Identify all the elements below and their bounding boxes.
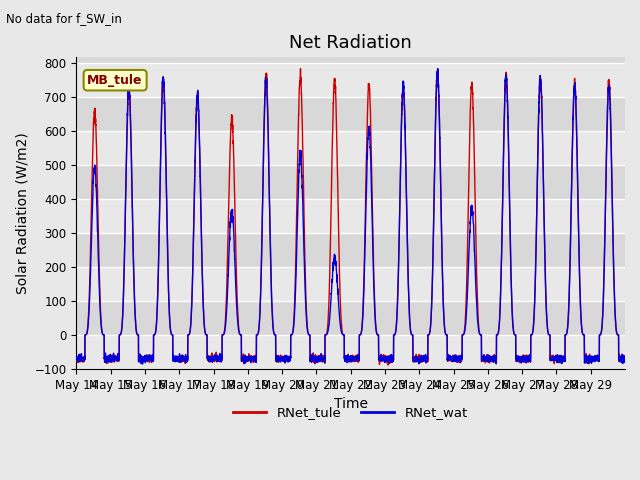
Bar <box>76 267 625 301</box>
Bar <box>76 301 625 335</box>
Bar <box>76 131 625 165</box>
X-axis label: Time: Time <box>333 397 368 411</box>
Y-axis label: Solar Radiation (W/m2): Solar Radiation (W/m2) <box>15 132 29 294</box>
Title: Net Radiation: Net Radiation <box>289 34 412 52</box>
Bar <box>76 63 625 97</box>
Bar <box>76 97 625 131</box>
Text: No data for f_SW_in: No data for f_SW_in <box>6 12 122 25</box>
Bar <box>76 165 625 199</box>
Bar <box>76 199 625 233</box>
Bar <box>76 335 625 369</box>
Text: MB_tule: MB_tule <box>88 74 143 87</box>
Legend: RNet_tule, RNet_wat: RNet_tule, RNet_wat <box>228 401 474 425</box>
Bar <box>76 233 625 267</box>
